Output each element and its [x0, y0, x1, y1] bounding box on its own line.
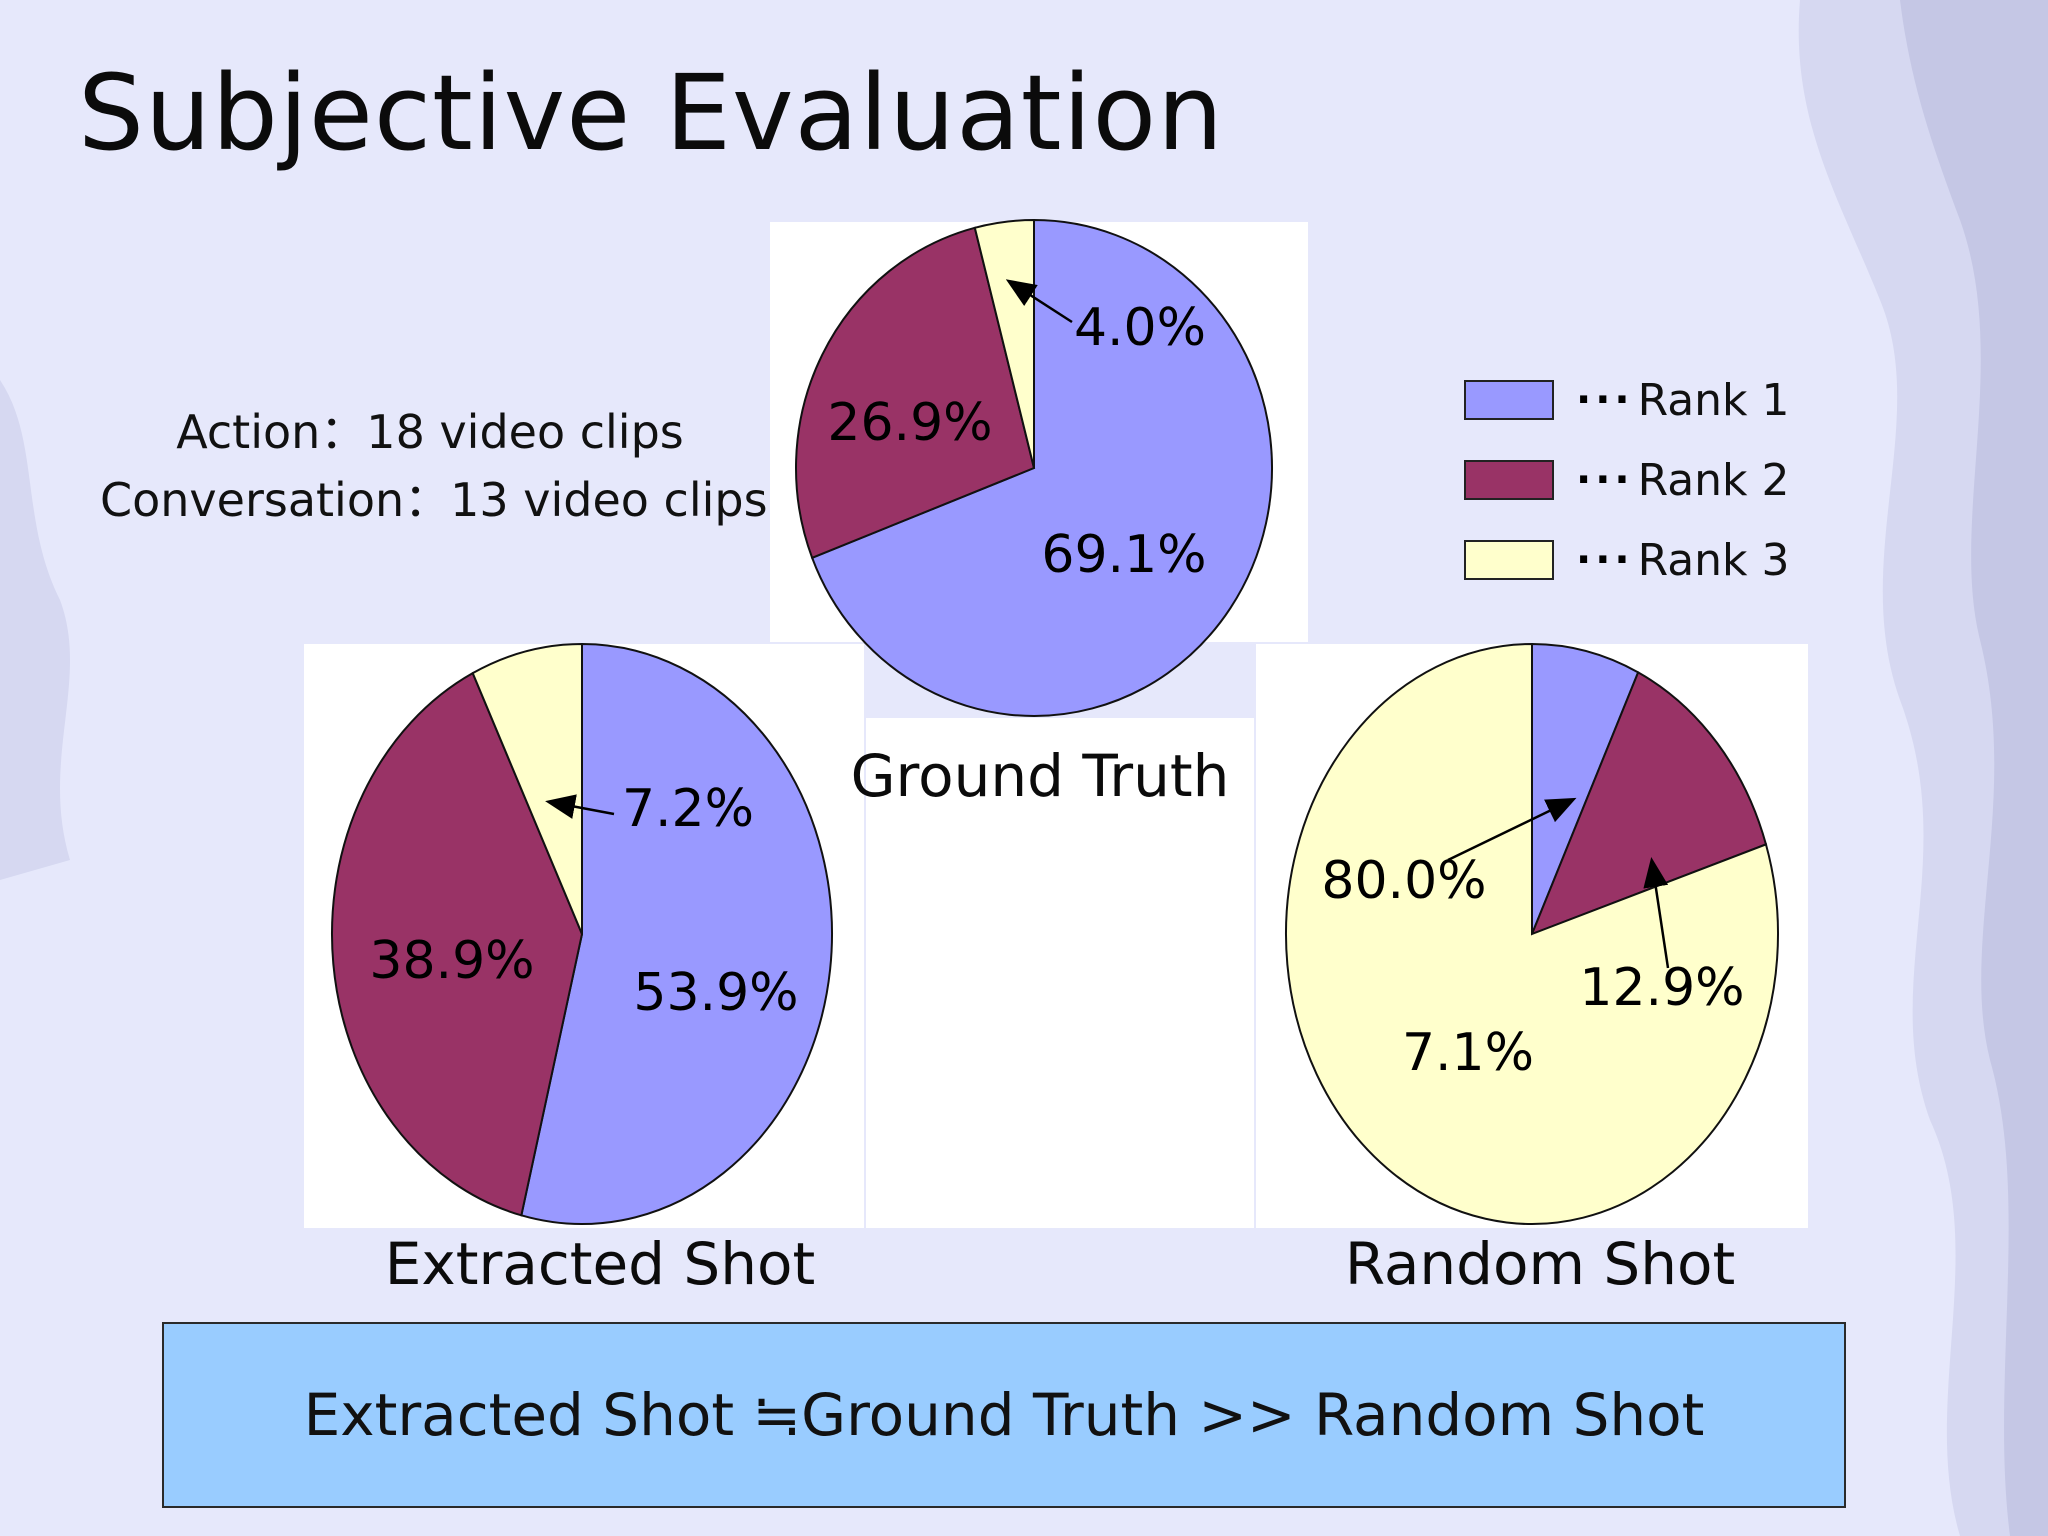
slide-title: Subjective Evaluation: [78, 52, 1225, 174]
pie-slice-rank-2: [330, 671, 584, 1217]
legend-item-rank-3: ··· Rank 3: [1464, 520, 1790, 600]
legend-dots: ···: [1576, 377, 1634, 423]
label-leader-arrow: [1643, 857, 1670, 969]
legend-label-rank-2: Rank 2: [1637, 454, 1790, 506]
legend-swatch-rank-1: [1464, 380, 1554, 420]
chart-panel-ground-truth-lower: [866, 718, 1254, 1228]
legend-item-rank-2: ··· Rank 2: [1464, 440, 1790, 520]
label-leader-arrow: [1005, 279, 1073, 324]
data-label-rank-1: 7.1%: [1402, 1023, 1534, 1083]
data-label-rank-2: 38.9%: [369, 931, 534, 991]
legend-swatch-rank-3: [1464, 540, 1554, 580]
data-label-rank-2: 26.9%: [827, 393, 992, 453]
legend-dots: ···: [1576, 537, 1634, 583]
conclusion-box: Extracted Shot ≒Ground Truth >> Random S…: [162, 1322, 1846, 1508]
pie-chart-1: 53.9% 38.9% 7.2%: [330, 642, 833, 1225]
legend-dots: ···: [1576, 457, 1634, 503]
data-label-rank-3: 7.2%: [622, 779, 754, 839]
pie-slice-rank-1: [1531, 642, 1640, 935]
pie-slice-rank-2: [795, 226, 1036, 560]
legend-label-rank-1: Rank 1: [1637, 374, 1790, 426]
data-label-rank-1: 53.9%: [633, 963, 798, 1023]
data-label-rank-2: 12.9%: [1579, 958, 1744, 1018]
pie-slice-rank-1: [520, 642, 833, 1225]
pie-slice-rank-1: [810, 218, 1274, 717]
info-line-action: Action：18 video clips: [176, 405, 684, 459]
pie-chart-0: 69.1% 26.9% 4.0%: [795, 218, 1274, 717]
caption-random-shot: Random Shot: [1344, 1230, 1736, 1298]
pie-slice-rank-3: [1285, 642, 1779, 1225]
data-label-rank-1: 69.1%: [1041, 525, 1206, 585]
data-label-rank-3: 4.0%: [1074, 298, 1206, 358]
label-leader-arrow: [1447, 797, 1577, 862]
info-line-conversation: Conversation：13 video clips: [100, 473, 768, 527]
clips-info: Action：18 video clips Conversation：13 vi…: [100, 398, 768, 534]
legend-item-rank-1: ··· Rank 1: [1464, 360, 1790, 440]
chart-legend: ··· Rank 1 ··· Rank 2 ··· Rank 3: [1464, 360, 1790, 600]
label-leader-arrow: [545, 794, 615, 819]
caption-ground-truth: Ground Truth: [850, 742, 1230, 810]
caption-extracted-shot: Extracted Shot: [384, 1230, 816, 1298]
pie-slice-rank-3: [471, 642, 583, 935]
pie-slice-rank-2: [1530, 670, 1768, 936]
pie-chart-2: 7.1% 12.9% 80.0%: [1285, 642, 1779, 1225]
data-label-rank-3: 80.0%: [1321, 851, 1486, 911]
legend-swatch-rank-2: [1464, 460, 1554, 500]
legend-label-rank-3: Rank 3: [1637, 534, 1790, 586]
